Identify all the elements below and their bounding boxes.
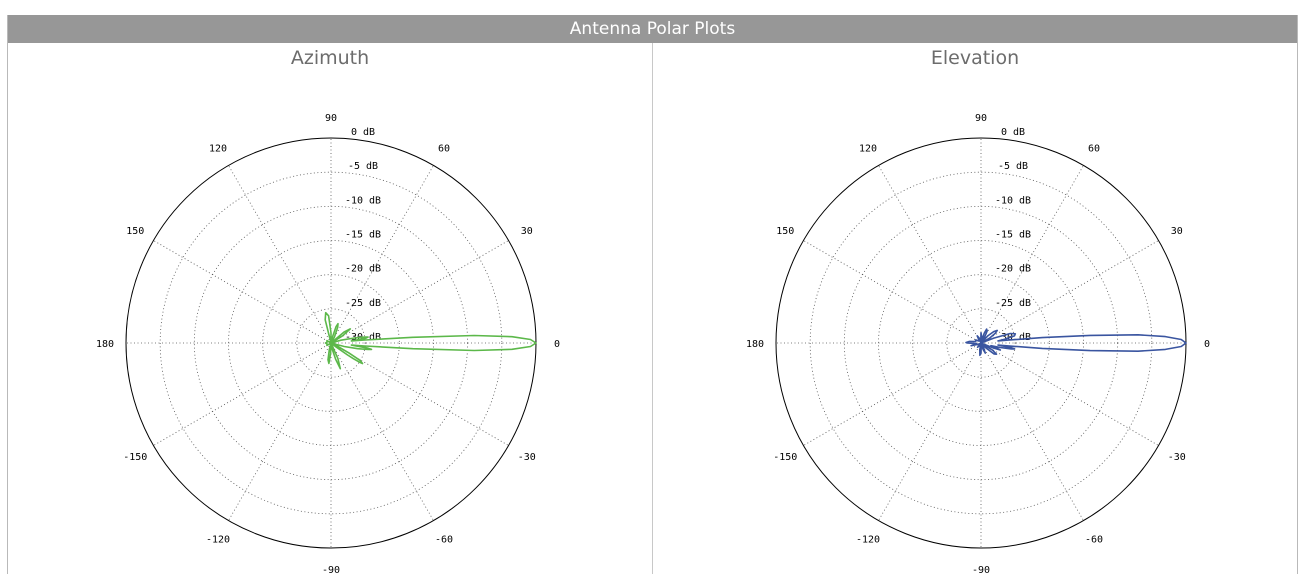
angle-tick-label: -150: [123, 452, 147, 463]
grid-spoke: [228, 165, 332, 344]
pattern-line: [965, 328, 1187, 357]
angle-tick-label: -60: [1085, 535, 1103, 546]
angle-tick-label: 150: [126, 226, 144, 237]
angle-tick-label: 90: [975, 113, 987, 124]
elevation-panel: Elevation 0 30 60 90 120 150 180 -150 -120 -90 -60…: [653, 43, 1297, 576]
grid-spoke: [330, 342, 509, 446]
azimuth-polar-plot: 0 30 60 90 120 150 180 -150 -120 -90 -60 -30 0 dB -5 …: [96, 113, 560, 576]
angle-tick-label: 90: [325, 113, 337, 124]
grid-spoke: [980, 165, 1084, 344]
radial-tick-label: -5 dB: [998, 161, 1028, 172]
radial-tick-label: -15 dB: [345, 230, 381, 241]
radial-tick-label: -15 dB: [995, 230, 1031, 241]
angle-tick-label: -30: [1168, 452, 1186, 463]
grid-spoke: [980, 342, 1084, 521]
grid-spoke: [330, 342, 434, 521]
angle-tick-label: 0: [1204, 339, 1210, 350]
elevation-polar-plot: 0 30 60 90 120 150 180 -150 -120 -90 -60 -30 0 dB -5 …: [746, 113, 1210, 576]
radial-tick-label: -10 dB: [995, 195, 1031, 206]
azimuth-title: Azimuth: [290, 47, 370, 69]
angle-tick-label: -90: [972, 565, 990, 576]
elevation-title: Elevation: [930, 47, 1020, 69]
radial-tick-label: 0 dB: [351, 127, 375, 138]
pattern-line: [324, 311, 537, 370]
angle-tick-label: 60: [438, 143, 450, 154]
angle-tick-label: 180: [96, 339, 114, 350]
polar-plots-frame: Antenna Polar Plots Azimuth 0 30 60 90 120 15…: [7, 15, 1298, 576]
angle-tick-label: -90: [322, 565, 340, 576]
radial-tick-label: -5 dB: [348, 161, 378, 172]
radial-tick-label: 0 dB: [1001, 127, 1025, 138]
angle-tick-label: -30: [518, 452, 536, 463]
angle-tick-label: 120: [209, 143, 227, 154]
radial-tick-label: -10 dB: [345, 195, 381, 206]
grid-spoke: [330, 165, 434, 344]
angle-tick-label: -150: [773, 452, 797, 463]
angle-tick-label: 120: [859, 143, 877, 154]
grid-ring: [296, 308, 366, 378]
angle-tick-label: 150: [776, 226, 794, 237]
grid-ring: [912, 274, 1050, 412]
grid-ring: [159, 171, 503, 515]
angle-tick-label: 60: [1088, 143, 1100, 154]
grid-spoke: [153, 342, 332, 446]
angle-tick-label: 30: [521, 226, 533, 237]
grid-spoke: [803, 342, 982, 446]
radial-tick-label: -25 dB: [345, 298, 381, 309]
angle-tick-label: 180: [746, 339, 764, 350]
grid-spoke: [980, 240, 1159, 344]
grid-spoke: [980, 342, 1159, 446]
angle-tick-label: 0: [554, 339, 560, 350]
grid-ring: [262, 274, 400, 412]
grid-spoke: [878, 165, 982, 344]
angle-tick-label: -60: [435, 535, 453, 546]
grid-spoke: [228, 342, 332, 521]
angle-tick-label: -120: [206, 535, 230, 546]
grid-spoke: [153, 240, 332, 344]
grid-ring: [946, 308, 1016, 378]
radial-tick-label: -30 dB: [995, 332, 1031, 343]
radial-tick-label: -20 dB: [995, 264, 1031, 275]
angle-tick-label: 30: [1171, 226, 1183, 237]
page-title: Antenna Polar Plots: [8, 15, 1297, 43]
grid-spoke: [803, 240, 982, 344]
grid-spoke: [878, 342, 982, 521]
radial-tick-label: -25 dB: [995, 298, 1031, 309]
grid-spoke: [330, 240, 509, 344]
angle-tick-label: -120: [856, 535, 880, 546]
radial-tick-label: -20 dB: [345, 264, 381, 275]
azimuth-panel: Azimuth 0 30 60 90 120 150 180 -150 -120 -90 -60 -3…: [8, 43, 653, 576]
